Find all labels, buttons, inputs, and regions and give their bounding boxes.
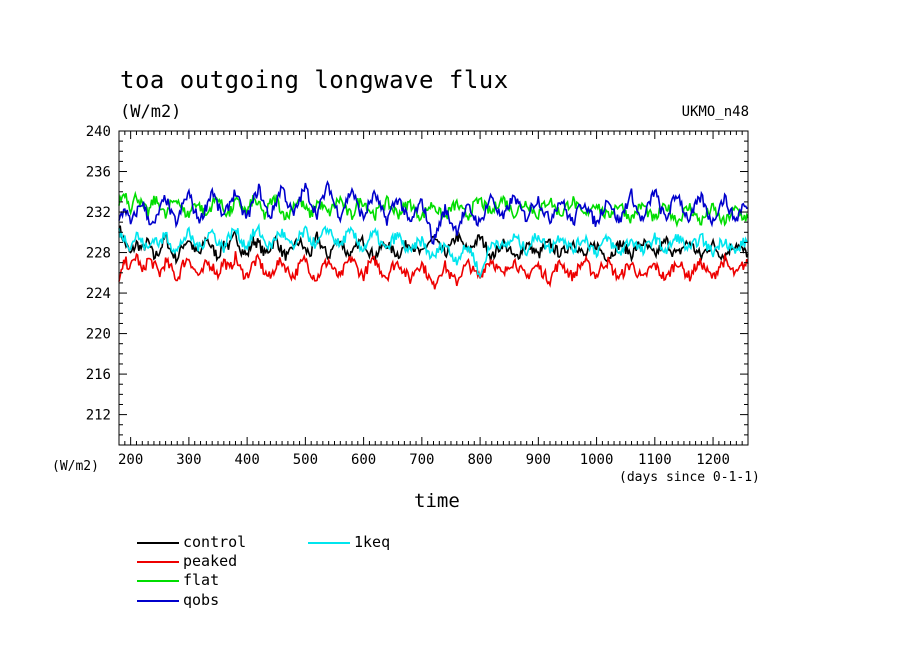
series-line-qobs (118, 179, 749, 246)
x-tick-label: 1100 (638, 452, 672, 468)
y-tick-label: 232 (86, 205, 111, 221)
legend-label-control: control (183, 533, 247, 551)
legend-swatch-peaked (137, 561, 179, 563)
y-tick-label: 236 (86, 165, 111, 181)
series-line-1keq (118, 222, 749, 279)
legend-label-1keq: 1keq (354, 533, 391, 551)
x-tick-label: 1200 (696, 452, 730, 468)
x-tick-label: 1000 (580, 452, 614, 468)
legend-swatch-control (137, 542, 179, 544)
series-line-control (118, 225, 749, 266)
x-tick-label: 200 (118, 452, 143, 468)
y-tick-label: 228 (86, 246, 111, 262)
axis-ticks (119, 130, 748, 445)
legend-label-flat: flat (183, 571, 220, 589)
plot-lines (118, 179, 749, 290)
x-tick-label: 600 (351, 452, 376, 468)
x-tick-label: 900 (526, 452, 551, 468)
chart-title: toa outgoing longwave flux (120, 66, 509, 94)
legend-swatch-qobs (137, 600, 179, 602)
x-tick-label: 800 (467, 452, 492, 468)
legend-label-qobs: qobs (183, 591, 220, 609)
plot-frame (118, 130, 749, 446)
x-tick-label: 400 (234, 452, 259, 468)
axis-tick-labels: 212 216 220 224 228 232 236 240 200 300 400 500 600 7… (86, 124, 730, 468)
x-axis-units: (days since 0-1-1) (619, 470, 760, 485)
y-tick-label: 224 (86, 286, 111, 302)
y-axis-label: (W/m2) (52, 459, 99, 474)
x-axis-label: time (414, 490, 460, 512)
y-tick-label: 212 (86, 408, 111, 424)
series-line-peaked (118, 251, 749, 290)
x-tick-label: 500 (293, 452, 318, 468)
y-tick-label: 220 (86, 327, 111, 343)
model-label: UKMO_n48 (681, 104, 749, 120)
x-tick-label: 300 (176, 452, 201, 468)
x-tick-label: 700 (409, 452, 434, 468)
legend-swatch-1keq (308, 542, 350, 544)
legend-swatch-flat (137, 580, 179, 582)
chart-units: (W/m2) (120, 102, 182, 122)
legend-label-peaked: peaked (183, 552, 238, 570)
series-line-flat (118, 190, 749, 228)
y-tick-label: 240 (86, 124, 111, 140)
y-tick-label: 216 (86, 367, 111, 383)
